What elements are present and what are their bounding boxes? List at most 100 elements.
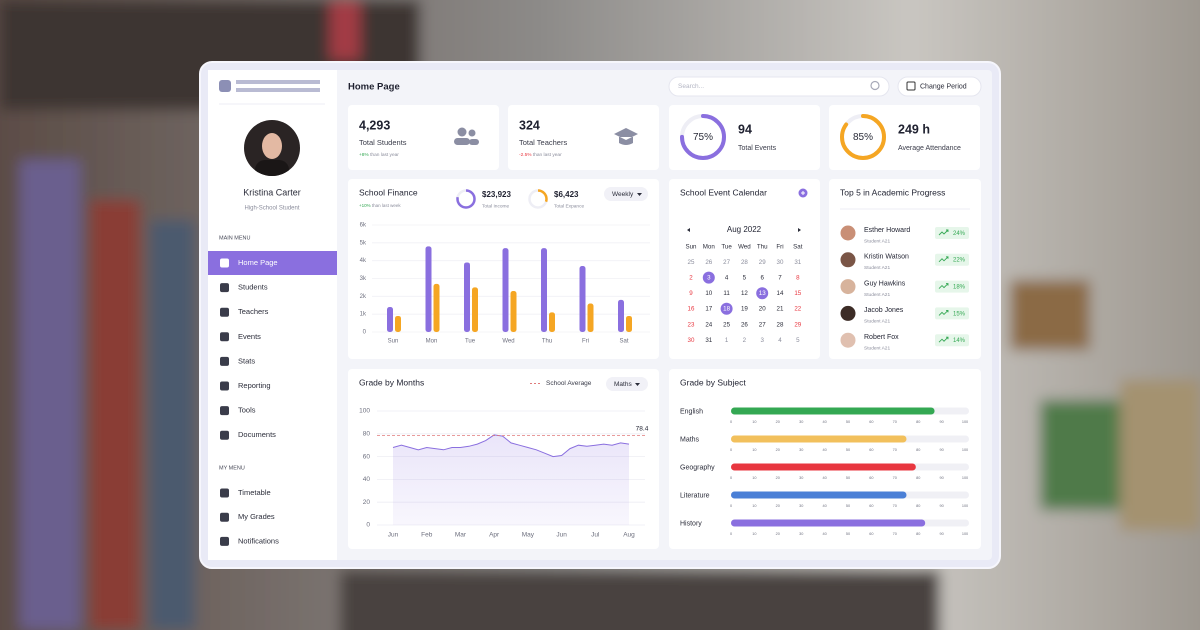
x-tick-label: Jun — [556, 532, 567, 539]
mini-ring — [456, 189, 476, 209]
x-tick-label: Mar — [455, 532, 467, 539]
y-tick-label: 80 — [363, 431, 371, 438]
calendar-day: 14 — [777, 290, 784, 297]
category-label: History — [680, 520, 702, 527]
menu-item[interactable]: Documents — [238, 430, 276, 439]
bar — [731, 463, 916, 471]
x-tick-label: 50 — [846, 504, 850, 508]
card-title: School Finance — [359, 187, 418, 197]
dropdown[interactable] — [606, 377, 648, 391]
icon — [469, 139, 479, 145]
student-class: Student A21 — [864, 292, 890, 298]
menu-item[interactable]: Notifications — [238, 536, 279, 545]
calendar-day: 30 — [688, 337, 695, 344]
menu-item[interactable]: Events — [238, 332, 261, 341]
x-tick-label: 80 — [916, 532, 920, 536]
dropdown[interactable] — [604, 187, 648, 201]
menu-item[interactable]: Teachers — [238, 307, 269, 316]
menu-item[interactable]: Timetable — [238, 488, 271, 497]
student-avatar — [840, 252, 856, 268]
menu-icon — [220, 512, 229, 522]
menu-item[interactable]: Students — [238, 283, 268, 292]
progress-value: 18% — [953, 284, 966, 290]
x-tick-label: 20 — [776, 532, 780, 536]
calendar-day: 7 — [778, 275, 782, 282]
x-tick-label: 80 — [916, 448, 920, 452]
progress-value: 24% — [953, 231, 966, 237]
dropdown-caret — [635, 383, 640, 386]
x-tick-label: Aug — [623, 532, 635, 539]
calendar-day: 28 — [741, 259, 748, 266]
weekday: Sat — [793, 244, 803, 251]
student-class: Student A21 — [864, 238, 890, 244]
event-marker — [756, 287, 769, 300]
legend-label: School Average — [546, 380, 592, 387]
menu-item[interactable]: Tools — [238, 406, 256, 415]
finance-change: +10% than last week — [359, 203, 401, 208]
calendar-day: 10 — [705, 290, 712, 297]
change-value: +8% — [359, 152, 369, 158]
y-tick-label: 100 — [359, 408, 370, 415]
bar — [464, 262, 470, 332]
trend-icon — [938, 229, 949, 236]
calendar-day: 3 — [707, 275, 711, 282]
calendar-day: 15 — [794, 290, 801, 297]
x-tick-label: Feb — [421, 532, 433, 539]
x-tick-label: 40 — [822, 448, 826, 452]
x-tick-label: 20 — [776, 420, 780, 424]
calendar-day: 1 — [725, 337, 729, 344]
change-note: than last year — [370, 152, 399, 158]
calendar-day: 6 — [760, 275, 764, 282]
card — [829, 105, 980, 170]
menu-item[interactable]: Stats — [238, 356, 255, 365]
prev-arrow[interactable] — [687, 228, 690, 232]
x-tick-label: 10 — [752, 420, 756, 424]
x-tick-label: 30 — [799, 504, 803, 508]
calendar-icon — [906, 81, 916, 91]
x-tick-label: 20 — [776, 448, 780, 452]
card-title: Grade by Subject — [680, 377, 746, 387]
search-box[interactable] — [668, 76, 890, 97]
menu-icon — [220, 406, 229, 416]
category-label: Geography — [680, 464, 715, 471]
y-tick-label: 3k — [360, 276, 367, 282]
y-tick-label: 40 — [363, 476, 371, 483]
calendar-month: Aug 2022 — [727, 225, 762, 234]
bar — [549, 312, 555, 332]
dropdown-caret — [637, 193, 642, 196]
student-name: Esther Howard — [864, 227, 910, 234]
next-arrow[interactable] — [798, 228, 801, 232]
student-name: Kristin Watson — [864, 254, 909, 261]
calendar-day: 31 — [705, 337, 712, 344]
menu-item[interactable]: Home Page — [238, 258, 278, 267]
menu-item[interactable]: My Grades — [238, 512, 275, 521]
change-value: -2.5% — [519, 152, 532, 158]
x-tick-label: 0 — [730, 476, 732, 480]
event-marker — [720, 302, 733, 315]
page-title: Home Page — [348, 82, 400, 93]
x-tick-label: 50 — [846, 448, 850, 452]
student-name: Guy Hawkins — [864, 280, 906, 287]
x-tick-label: 60 — [869, 476, 873, 480]
calendar-day: 29 — [794, 321, 801, 328]
student-class: Student A21 — [864, 319, 890, 325]
progress-value: 14% — [953, 338, 966, 344]
bar — [425, 246, 432, 332]
student-name: Jacob Jones — [864, 307, 904, 314]
calendar-day: 19 — [741, 306, 748, 313]
stat-change: +8% than last year — [359, 152, 399, 158]
bar — [433, 283, 440, 332]
x-tick-label: 60 — [869, 532, 873, 536]
reference-label: 78.4 — [636, 425, 649, 432]
x-tick-label: Jun — [388, 532, 399, 539]
menu-item[interactable]: Reporting — [238, 381, 271, 390]
change-period-button[interactable] — [897, 76, 982, 97]
calendar-day: 30 — [777, 259, 784, 266]
trend-icon — [938, 336, 949, 343]
student-name: Robert Fox — [864, 334, 899, 341]
calendar-day: 2 — [743, 337, 747, 344]
bar — [626, 315, 632, 332]
area — [393, 434, 629, 525]
calendar-day: 9 — [689, 290, 693, 297]
x-tick-label: 50 — [846, 420, 850, 424]
